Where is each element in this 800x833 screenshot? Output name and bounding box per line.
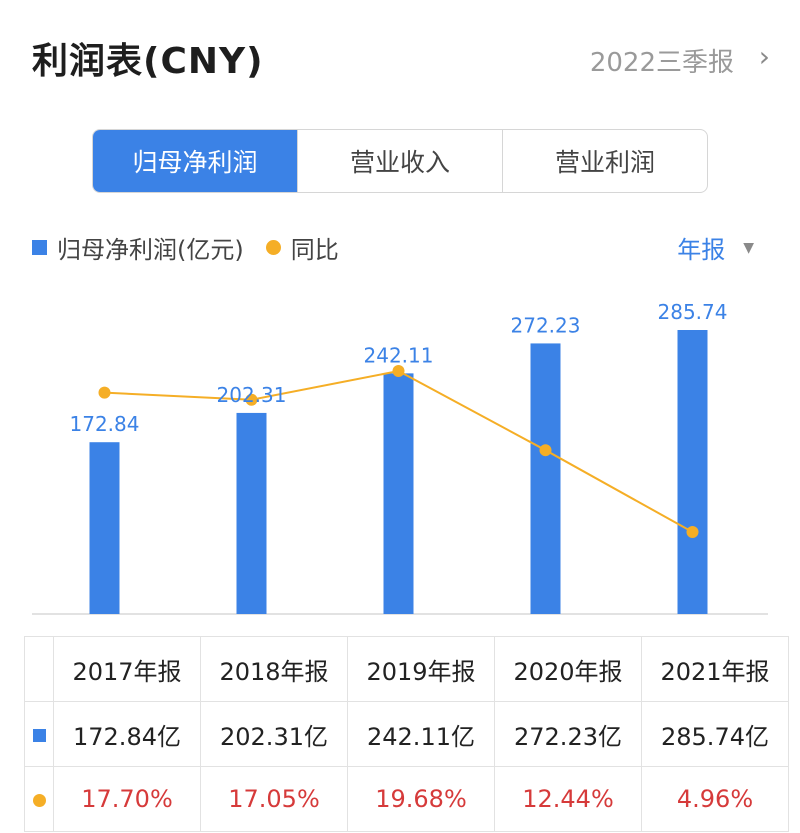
table-row-values: 172.84亿 202.31亿 242.11亿 272.23亿 285.74亿	[24, 701, 789, 767]
table-header-cell: 2019年报	[347, 636, 495, 702]
bar-data-label: 172.84	[70, 412, 140, 436]
bar-legend-swatch	[32, 239, 47, 255]
bar-data-label: 272.23	[511, 313, 581, 337]
bar-legend-label: 归母净利润(亿元)	[57, 235, 244, 264]
chevron-right-icon[interactable]: ›	[758, 40, 770, 73]
header: 利润表(CNY) 2022三季报 ›	[0, 0, 800, 110]
page-title: 利润表(CNY)	[32, 41, 264, 82]
report-type-dropdown[interactable]: 年报 ▼	[677, 230, 754, 265]
bar-data-label: 242.11	[364, 343, 434, 367]
bar-data-label: 285.74	[658, 300, 728, 324]
table-cell: 12.44%	[494, 766, 642, 832]
bar-series-marker	[32, 729, 46, 742]
table-header-row: 2017年报 2018年报 2019年报 2020年报 2021年报	[24, 636, 789, 702]
line-series-marker	[32, 794, 46, 807]
table-cell: 285.74亿	[641, 701, 789, 767]
growth-point-5	[686, 526, 699, 538]
table-cell: 202.31亿	[200, 701, 348, 767]
net-profit-chart: 172.84 202.31 242.11 272.23 285.74	[32, 300, 768, 615]
table-header-cell: 2017年报	[53, 636, 201, 702]
bar-data-label: 202.31	[217, 383, 287, 407]
table-cell: 242.11亿	[347, 701, 495, 767]
table-cell: 19.68%	[347, 766, 495, 832]
growth-point-4	[539, 444, 552, 457]
table-row-growth: 17.70% 17.05% 19.68% 12.44% 4.96%	[24, 766, 789, 832]
bar-5	[677, 330, 708, 614]
tab-revenue[interactable]: 营业收入	[298, 130, 503, 192]
bar-1	[89, 442, 120, 614]
line-legend-label: 同比	[290, 235, 339, 264]
bar-4	[530, 343, 561, 614]
report-period-selector[interactable]: 2022三季报	[589, 48, 734, 78]
line-legend-swatch	[265, 239, 281, 255]
chart-legend: 归母净利润(亿元) 同比	[32, 230, 339, 264]
tab-net-profit[interactable]: 归母净利润	[93, 130, 298, 192]
table-header-cell: 2020年报	[494, 636, 642, 702]
table-cell: 4.96%	[641, 766, 789, 832]
table-cell: 272.23亿	[494, 701, 642, 767]
growth-point-2	[245, 393, 258, 406]
table-cell: 172.84亿	[53, 701, 201, 767]
metric-tabs: 归母净利润 营业收入 营业利润	[92, 129, 708, 193]
bar-2	[236, 412, 267, 614]
data-table: 2017年报 2018年报 2019年报 2020年报 2021年报 172.8…	[24, 636, 789, 832]
tab-operating-profit[interactable]: 营业利润	[554, 148, 655, 177]
growth-point-3	[392, 365, 405, 377]
growth-point-1	[98, 386, 111, 399]
bar-3	[383, 373, 414, 614]
caret-down-icon: ▼	[743, 239, 754, 256]
table-header-cell: 2021年报	[641, 636, 789, 702]
table-cell: 17.05%	[200, 766, 348, 832]
table-header-cell: 2018年报	[200, 636, 348, 702]
report-type-label: 年报	[677, 236, 726, 264]
table-cell: 17.70%	[53, 766, 201, 832]
